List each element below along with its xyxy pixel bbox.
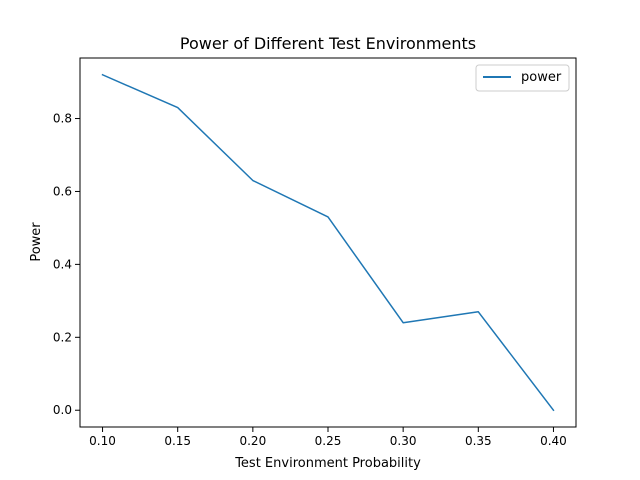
- y-tick-label: 0.0: [53, 403, 72, 417]
- y-tick-label: 0.6: [53, 184, 72, 198]
- x-tick-label: 0.30: [390, 434, 417, 448]
- x-tick-label: 0.15: [164, 434, 191, 448]
- y-tick-label: 0.4: [53, 257, 72, 271]
- x-tick-label: 0.40: [540, 434, 567, 448]
- y-tick-label: 0.8: [53, 112, 72, 126]
- series-line-power: [101, 73, 555, 412]
- y-tick-label: 0.2: [53, 330, 72, 344]
- y-axis-label: Power: [29, 222, 44, 262]
- series-layer: [101, 73, 555, 412]
- legend: power: [475, 64, 570, 92]
- x-tick-label: 0.20: [239, 434, 266, 448]
- chart-title: Power of Different Test Environments: [180, 34, 476, 53]
- plot-frame: [79, 57, 577, 428]
- axis-ticks: 0.10 0.15 0.20 0.25 0.30 0.35 0.40 0.0 0.2 0.4 0.6…: [53, 112, 567, 448]
- x-tick-label: 0.35: [465, 434, 492, 448]
- legend-box: [475, 64, 570, 92]
- x-tick-label: 0.25: [315, 434, 342, 448]
- x-tick-label: 0.10: [89, 434, 116, 448]
- x-axis-label: Test Environment Probability: [234, 456, 421, 471]
- legend-label-power: power: [521, 70, 562, 85]
